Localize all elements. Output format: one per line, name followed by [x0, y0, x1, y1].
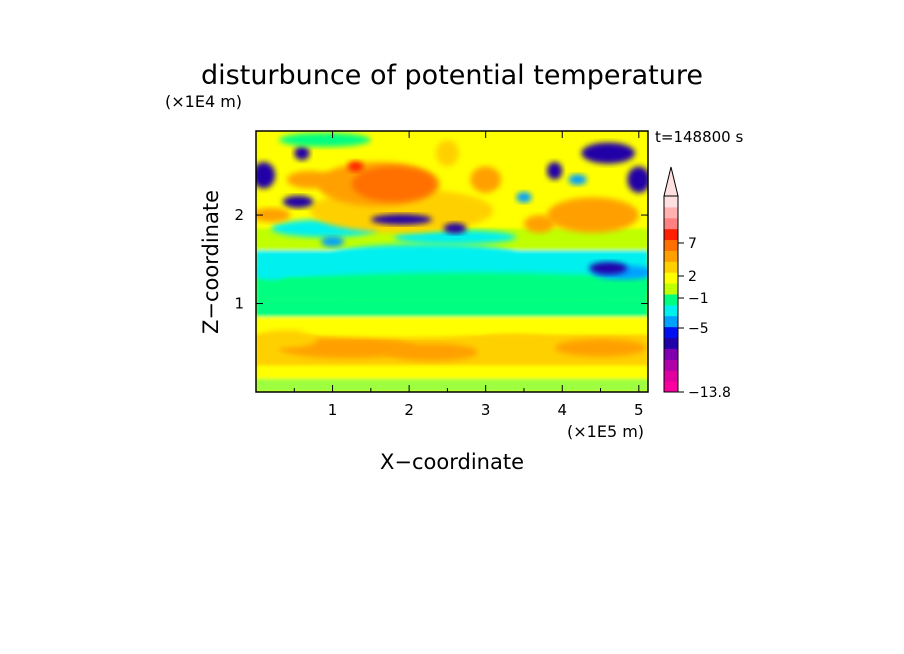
- y-tick-label: 1: [234, 295, 244, 313]
- contour-blob: [393, 230, 517, 245]
- contour-blob: [286, 170, 333, 189]
- colorbar-cell: [664, 250, 678, 262]
- colorbar-cell: [664, 315, 678, 328]
- contour-blob: [256, 330, 318, 348]
- x-unit-label: (×1E5 m): [567, 422, 644, 441]
- colorbar-cell: [664, 381, 678, 393]
- y-tick-label: 2: [234, 206, 244, 224]
- contour-blobs: [256, 132, 648, 362]
- contour-blob: [546, 197, 639, 233]
- x-axis: 1 2 3 4 5: [293, 131, 644, 419]
- contour-blob: [351, 166, 436, 202]
- contour-blob: [627, 166, 648, 193]
- x-tick-label: 1: [328, 401, 338, 419]
- colorbar-cell: [664, 326, 678, 339]
- colorbar-cell: [664, 239, 678, 251]
- y-unit-label: (×1E4 m): [165, 92, 242, 111]
- colorbar-cell: [664, 370, 678, 382]
- colorbar-cell: [664, 348, 678, 360]
- x-axis-title: X−coordinate: [380, 450, 524, 474]
- contour-band: [256, 299, 648, 317]
- colorbar-label: 2: [688, 269, 697, 285]
- colorbar-cell: [664, 261, 678, 273]
- contour-blob: [321, 236, 345, 247]
- colorbar-label: −1: [688, 291, 709, 307]
- time-label: t=148800 s: [655, 128, 743, 146]
- colorbar-label: −13.8: [688, 385, 731, 401]
- contour-blob: [347, 161, 364, 172]
- contour-blob: [386, 343, 479, 362]
- colorbar-cell: [664, 283, 678, 295]
- x-tick-label: 2: [404, 401, 414, 419]
- colorbar-label: −5: [688, 321, 709, 337]
- contour-blob: [294, 146, 310, 161]
- x-tick-label: 5: [634, 401, 644, 419]
- plot-frame: [255, 130, 649, 393]
- colorbar-label: 7: [688, 236, 697, 252]
- colorbar-extend-arrow: [663, 166, 679, 197]
- colorbar: 7 2 −1 −5 −13.8: [663, 166, 731, 401]
- x-tick-label: 3: [481, 401, 491, 419]
- colorbar-cell: [664, 304, 678, 317]
- colorbar-ticks: [678, 242, 684, 393]
- contour-blob: [478, 334, 555, 353]
- contour-blob: [435, 139, 459, 167]
- contour-blob: [568, 174, 587, 185]
- contour-blob: [589, 261, 628, 275]
- colorbar-cell: [664, 272, 678, 284]
- contour-band: [256, 365, 648, 379]
- contour-blob: [282, 195, 314, 208]
- colorbar-cell: [664, 217, 678, 230]
- colorbar-cell: [664, 359, 678, 371]
- contour-blob: [370, 214, 433, 225]
- contour-blob: [523, 215, 555, 233]
- contour-band: [256, 378, 648, 392]
- contour-blob: [278, 132, 371, 147]
- contour-blob: [546, 161, 563, 180]
- contour-blob: [271, 272, 648, 300]
- y-axis: 12: [234, 206, 648, 313]
- colorbar-cells: [664, 196, 678, 393]
- chart-title: disturbunce of potential temperature: [201, 60, 703, 91]
- contour-blob: [256, 265, 287, 280]
- y-axis-title: Z−coordinate: [199, 190, 223, 334]
- contour-blob: [443, 223, 467, 234]
- colorbar-frame: [663, 195, 679, 393]
- colorbar-cell: [664, 337, 678, 349]
- x-tick-label: 4: [557, 401, 567, 419]
- colorbar-cell: [664, 294, 678, 306]
- contour-blob: [516, 192, 532, 203]
- contour-blob: [256, 207, 291, 223]
- contour-blob: [256, 161, 276, 189]
- contour-blob: [301, 322, 486, 338]
- contour-blob: [332, 244, 517, 266]
- contour-blob: [554, 338, 647, 357]
- contour-blob: [581, 142, 635, 164]
- colorbar-cell: [664, 206, 678, 219]
- colorbar-cell: [664, 196, 678, 208]
- contour-blob: [470, 166, 501, 193]
- colorbar-cell: [664, 228, 678, 241]
- contour-field: [256, 131, 648, 392]
